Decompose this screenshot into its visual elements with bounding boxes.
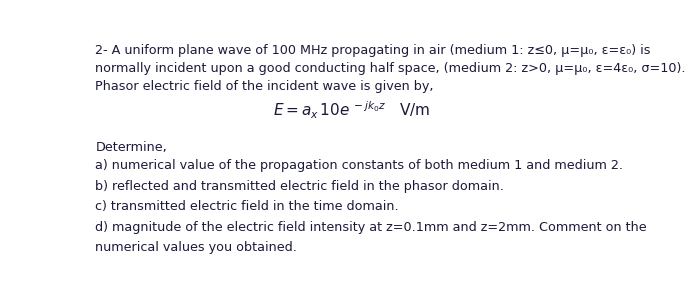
Text: c) transmitted electric field in the time domain.: c) transmitted electric field in the tim…	[95, 200, 399, 213]
Text: b) reflected and transmitted electric field in the phasor domain.: b) reflected and transmitted electric fi…	[95, 180, 504, 193]
Text: a) numerical value of the propagation constants of both medium 1 and medium 2.: a) numerical value of the propagation co…	[95, 159, 624, 172]
Text: Phasor electric field of the incident wave is given by,: Phasor electric field of the incident wa…	[95, 80, 434, 93]
Text: d) magnitude of the electric field intensity at z=0.1mm and z=2mm. Comment on th: d) magnitude of the electric field inten…	[95, 221, 647, 234]
Text: numerical values you obtained.: numerical values you obtained.	[95, 241, 297, 254]
Text: 2- A uniform plane wave of 100 MHz propagating in air (medium 1: z≤0, μ=μ₀, ε=ε₀: 2- A uniform plane wave of 100 MHz propa…	[95, 44, 651, 57]
Text: Determine,: Determine,	[95, 141, 167, 154]
Text: normally incident upon a good conducting half space, (medium 2: z>0, μ=μ₀, ε=4ε₀: normally incident upon a good conducting…	[95, 62, 686, 75]
Text: $E = a_{x}\,10e^{\,-jk_0 z}\ \ \ \mathrm{V/m}$: $E = a_{x}\,10e^{\,-jk_0 z}\ \ \ \mathrm…	[273, 100, 431, 121]
